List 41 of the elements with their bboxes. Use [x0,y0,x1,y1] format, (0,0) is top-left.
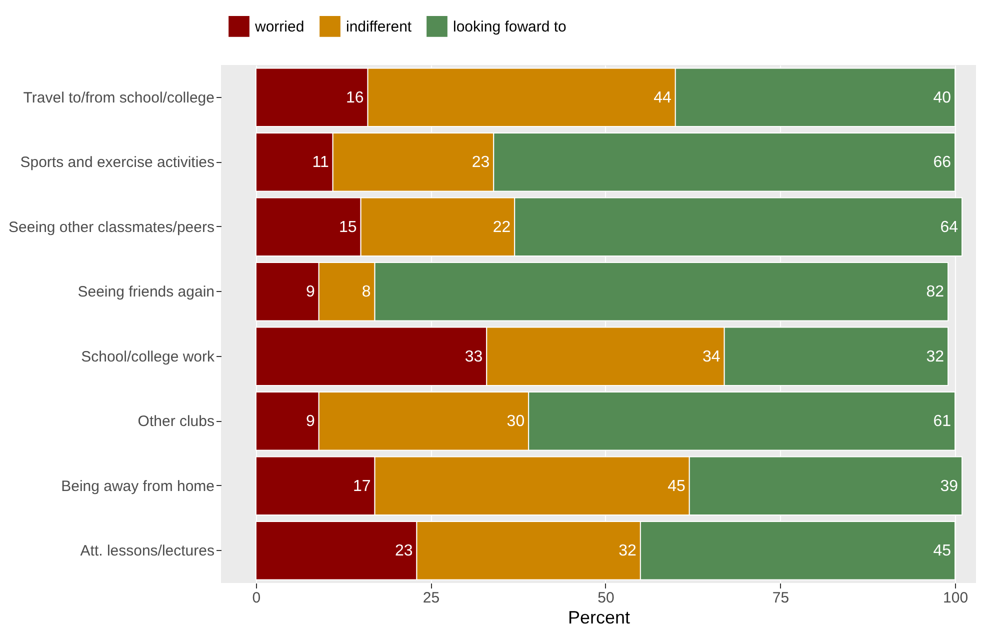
data-label: 23 [472,154,490,172]
data-label: 9 [306,413,315,430]
x-tick-label: 75 [772,590,790,606]
data-label: 45 [933,542,952,560]
x-axis-title: Percent [568,608,630,628]
data-label: 45 [668,478,686,495]
data-label: 32 [618,542,637,560]
data-label: 82 [926,284,944,301]
data-label: 17 [353,478,371,495]
y-tick-label: Att. lessons/lectures [80,542,214,560]
y-tick-label: School/college work [81,348,215,366]
y-tick-label: Being away from home [61,478,214,495]
legend-label: indifferent [346,18,412,36]
x-tick-label: 100 [943,590,968,606]
x-tick-label: 50 [598,590,614,606]
y-tick-label: Seeing other classmates/peers [8,218,214,236]
data-label: 23 [394,542,413,560]
data-label: 9 [306,284,315,301]
x-tick-label: 25 [422,590,440,606]
data-label: 34 [702,348,720,366]
legend-label: looking foward to [453,18,566,36]
y-tick-label: Sports and exercise activities [20,154,214,172]
data-label: 30 [506,413,525,430]
legend-label: worried [254,18,304,36]
y-tick-label: Other clubs [138,413,214,430]
data-label: 64 [940,218,958,236]
data-label: 39 [940,478,958,495]
data-label: 32 [926,348,944,366]
data-label: 15 [339,218,357,236]
data-label: 16 [346,89,364,106]
data-label: 33 [464,348,483,366]
data-label: 44 [654,89,672,106]
data-label: 8 [362,284,371,301]
data-label: 11 [312,154,329,172]
data-label: 66 [933,154,952,172]
data-label: 61 [933,413,952,430]
data-label: 22 [492,218,511,236]
y-tick-label: Travel to/from school/college [23,89,214,106]
y-tick-label: Seeing friends again [78,284,214,301]
data-label: 40 [933,89,952,106]
x-tick-label: 0 [252,590,261,606]
